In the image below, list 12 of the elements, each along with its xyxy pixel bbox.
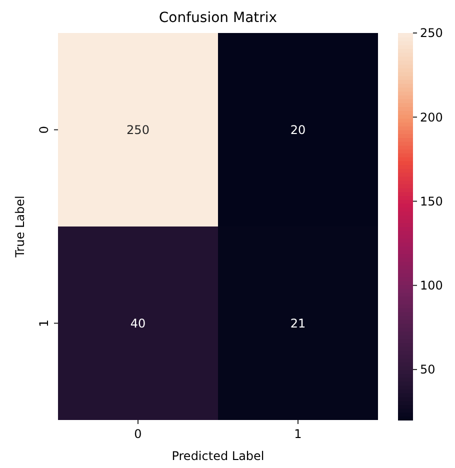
color-bar-label: 250	[420, 26, 443, 40]
data-label: 250	[126, 122, 150, 137]
color-bar-label: 200	[420, 110, 443, 124]
data-label: 20	[290, 122, 306, 137]
data-label: 40	[130, 316, 146, 330]
y-axis-title: True Label	[13, 196, 27, 258]
color-bar-label: 150	[420, 194, 443, 208]
x-axis-title: Predicted Label	[172, 449, 264, 463]
chart-title: Confusion Matrix	[158, 10, 278, 26]
color-bar-label: 100	[420, 278, 443, 293]
data-label: 21	[290, 316, 306, 330]
color-bar-label: 50	[420, 362, 436, 377]
